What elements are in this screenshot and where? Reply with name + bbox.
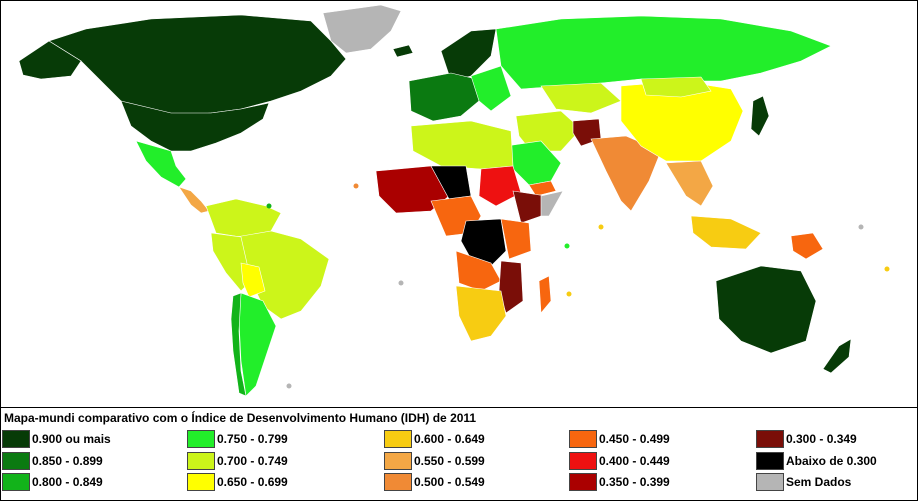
island-dot bbox=[564, 243, 570, 249]
region-southern-africa bbox=[455, 285, 507, 342]
region-mexico bbox=[135, 140, 187, 188]
region-peru-bolivia bbox=[210, 232, 252, 292]
island-dot bbox=[398, 280, 404, 286]
legend-item-1: 0.850 - 0.899 bbox=[2, 451, 103, 471]
island-dot bbox=[566, 291, 572, 297]
legend-label: 0.800 - 0.849 bbox=[32, 475, 103, 489]
legend-swatch bbox=[187, 473, 215, 491]
region-chile bbox=[230, 292, 247, 397]
legend-swatch bbox=[384, 430, 412, 448]
region-mozambique bbox=[498, 260, 524, 314]
region-papua bbox=[790, 232, 824, 260]
legend: Mapa-mundi comparativo com o Índice de D… bbox=[1, 407, 917, 501]
legend-label: 0.750 - 0.799 bbox=[217, 432, 288, 446]
region-greenland bbox=[322, 4, 402, 54]
legend-swatch bbox=[756, 473, 784, 491]
legend-label: 0.850 - 0.899 bbox=[32, 454, 103, 468]
legend-title: Mapa-mundi comparativo com o Índice de D… bbox=[4, 411, 477, 425]
legend-label: 0.700 - 0.749 bbox=[217, 454, 288, 468]
legend-label: 0.500 - 0.549 bbox=[414, 475, 485, 489]
legend-item-2: 0.800 - 0.849 bbox=[2, 472, 103, 492]
region-indonesia bbox=[690, 215, 762, 250]
region-india bbox=[590, 135, 662, 212]
legend-swatch bbox=[384, 473, 412, 491]
legend-swatch bbox=[569, 452, 597, 470]
region-new-zealand bbox=[822, 338, 852, 374]
region-mongolia bbox=[640, 76, 712, 98]
region-iran-area bbox=[515, 110, 582, 152]
legend-swatch bbox=[2, 473, 30, 491]
legend-item-9: 0.450 - 0.499 bbox=[569, 429, 670, 449]
region-argentina bbox=[238, 292, 277, 397]
island-dot bbox=[266, 203, 272, 209]
legend-swatch bbox=[756, 430, 784, 448]
legend-item-0: 0.900 ou mais bbox=[2, 429, 111, 449]
region-north-africa bbox=[410, 120, 514, 170]
legend-swatch bbox=[756, 452, 784, 470]
region-japan bbox=[750, 95, 770, 137]
legend-swatch bbox=[187, 452, 215, 470]
region-yemen bbox=[528, 180, 557, 197]
legend-label: 0.300 - 0.349 bbox=[786, 432, 857, 446]
legend-item-13: Abaixo de 0.300 bbox=[756, 451, 877, 471]
region-alaska bbox=[18, 40, 82, 80]
region-australia bbox=[715, 265, 817, 354]
legend-label: 0.650 - 0.699 bbox=[217, 475, 288, 489]
world-map bbox=[18, 4, 890, 397]
legend-label: 0.400 - 0.449 bbox=[599, 454, 670, 468]
legend-label: 0.550 - 0.599 bbox=[414, 454, 485, 468]
region-angola-zambia bbox=[455, 250, 502, 292]
region-iceland bbox=[392, 44, 414, 58]
legend-label: 0.900 ou mais bbox=[32, 432, 111, 446]
island-dot bbox=[598, 224, 604, 230]
region-central-america bbox=[178, 186, 210, 214]
legend-swatch bbox=[569, 473, 597, 491]
legend-item-8: 0.500 - 0.549 bbox=[384, 472, 485, 492]
region-east-africa bbox=[500, 218, 532, 260]
region-horn-gray bbox=[540, 190, 564, 217]
legend-label: 0.450 - 0.499 bbox=[599, 432, 670, 446]
island-dot bbox=[286, 383, 292, 389]
legend-item-14: Sem Dados bbox=[756, 472, 851, 492]
region-southeast-asia bbox=[665, 160, 714, 207]
legend-swatch bbox=[384, 452, 412, 470]
legend-item-7: 0.550 - 0.599 bbox=[384, 451, 485, 471]
legend-swatch bbox=[569, 430, 597, 448]
region-russia bbox=[495, 15, 832, 90]
legend-item-11: 0.350 - 0.399 bbox=[569, 472, 670, 492]
legend-swatch bbox=[2, 430, 30, 448]
legend-item-12: 0.300 - 0.349 bbox=[756, 429, 857, 449]
region-sudan bbox=[478, 165, 522, 207]
island-dot bbox=[884, 266, 890, 272]
region-usa bbox=[120, 100, 270, 152]
region-kazakhstan bbox=[540, 82, 622, 114]
region-western-europe bbox=[408, 72, 480, 122]
island-dot bbox=[353, 183, 359, 189]
legend-item-4: 0.700 - 0.749 bbox=[187, 451, 288, 471]
legend-item-6: 0.600 - 0.649 bbox=[384, 429, 485, 449]
legend-label: Abaixo de 0.300 bbox=[786, 454, 877, 468]
island-dot bbox=[858, 224, 864, 230]
legend-item-10: 0.400 - 0.449 bbox=[569, 451, 670, 471]
legend-label: 0.600 - 0.649 bbox=[414, 432, 485, 446]
legend-label: 0.350 - 0.399 bbox=[599, 475, 670, 489]
region-canada bbox=[48, 14, 347, 117]
legend-swatch bbox=[2, 452, 30, 470]
region-colombia-venezuela bbox=[205, 198, 282, 238]
legend-label: Sem Dados bbox=[786, 475, 852, 489]
region-madagascar bbox=[538, 275, 552, 314]
region-eastern-europe bbox=[470, 65, 512, 112]
legend-swatch bbox=[187, 430, 215, 448]
legend-item-5: 0.650 - 0.699 bbox=[187, 472, 288, 492]
legend-item-3: 0.750 - 0.799 bbox=[187, 429, 288, 449]
region-bolivia bbox=[240, 262, 266, 298]
